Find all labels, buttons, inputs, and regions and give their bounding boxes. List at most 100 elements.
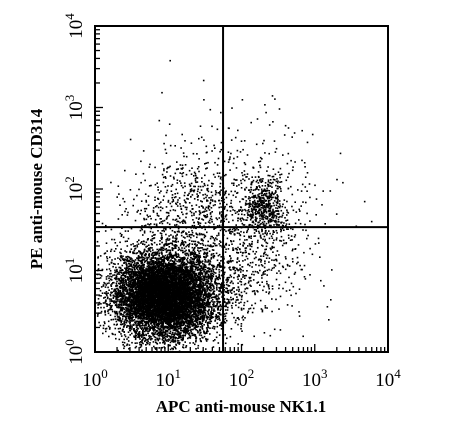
event-point <box>153 264 155 266</box>
event-point <box>207 305 210 307</box>
event-point <box>169 341 172 344</box>
event-point <box>124 271 126 273</box>
event-point <box>166 333 168 335</box>
event-points <box>96 59 373 353</box>
event-point <box>179 306 181 309</box>
event-point <box>123 331 125 333</box>
event-point <box>254 293 256 296</box>
event-point <box>192 334 194 337</box>
event-point <box>156 332 159 335</box>
event-point <box>113 274 116 276</box>
event-point <box>103 306 105 309</box>
event-point <box>186 325 189 327</box>
event-point <box>155 279 157 281</box>
event-point <box>166 319 168 322</box>
event-point <box>166 326 168 329</box>
event-point <box>207 301 209 304</box>
event-point <box>190 322 192 324</box>
event-point <box>118 316 120 319</box>
event-point <box>235 293 238 295</box>
event-point <box>204 306 206 308</box>
event-point <box>212 305 215 307</box>
event-point <box>193 333 195 336</box>
event-point <box>109 305 112 307</box>
event-point <box>140 308 143 311</box>
event-point <box>126 289 128 292</box>
event-point <box>178 260 180 262</box>
event-point <box>121 318 124 320</box>
event-point <box>121 264 124 267</box>
event-point <box>144 337 147 340</box>
event-point <box>122 259 125 261</box>
event-point <box>195 335 197 338</box>
event-point <box>167 324 170 326</box>
event-point <box>141 268 143 270</box>
event-point <box>123 303 126 306</box>
event-point <box>169 301 172 303</box>
event-point <box>197 325 200 328</box>
event-point <box>206 247 209 250</box>
event-point <box>194 320 196 322</box>
event-point <box>166 270 169 273</box>
event-point <box>187 253 189 256</box>
event-point <box>203 302 206 304</box>
event-point <box>190 256 192 259</box>
event-point <box>203 319 205 321</box>
event-point <box>133 245 135 248</box>
event-point <box>124 250 126 252</box>
event-point <box>209 316 212 319</box>
event-point <box>199 260 202 263</box>
event-point <box>206 328 208 331</box>
event-point <box>201 324 203 327</box>
event-point <box>154 268 156 271</box>
event-point <box>133 260 136 263</box>
event-point <box>218 286 220 289</box>
event-point <box>132 252 134 255</box>
event-point <box>182 244 185 247</box>
event-point <box>190 323 193 326</box>
event-point <box>201 298 203 301</box>
event-point <box>176 312 179 314</box>
event-point <box>193 278 196 280</box>
event-point <box>185 270 187 273</box>
event-point <box>155 276 157 278</box>
event-point <box>102 284 105 286</box>
event-point <box>186 281 188 283</box>
event-point <box>187 324 189 326</box>
event-point <box>206 278 208 281</box>
event-point <box>136 342 138 344</box>
event-point <box>106 250 108 252</box>
event-point <box>161 309 164 312</box>
event-point <box>207 273 210 276</box>
event-point <box>217 318 219 321</box>
event-point <box>129 319 131 322</box>
event-point <box>196 296 199 298</box>
event-point <box>97 304 99 306</box>
event-point <box>192 268 194 271</box>
event-point <box>130 227 133 230</box>
event-point <box>191 267 194 269</box>
event-point <box>209 301 212 304</box>
event-point <box>152 249 154 251</box>
event-point <box>204 266 206 268</box>
event-point <box>164 338 167 341</box>
event-point <box>174 240 176 243</box>
event-point <box>186 275 188 277</box>
event-point <box>165 335 167 338</box>
event-point <box>146 316 148 319</box>
event-point <box>207 244 209 247</box>
event-point <box>175 336 178 339</box>
event-point <box>176 318 178 321</box>
event-point <box>153 345 155 348</box>
event-point <box>181 307 183 310</box>
event-point <box>207 326 210 329</box>
event-point <box>164 315 166 318</box>
event-point <box>185 318 188 321</box>
event-point <box>240 281 243 283</box>
event-point <box>158 255 161 257</box>
event-point <box>218 305 221 308</box>
event-point <box>219 309 222 312</box>
event-point <box>204 258 206 261</box>
event-point <box>191 279 194 281</box>
event-point <box>125 313 127 316</box>
